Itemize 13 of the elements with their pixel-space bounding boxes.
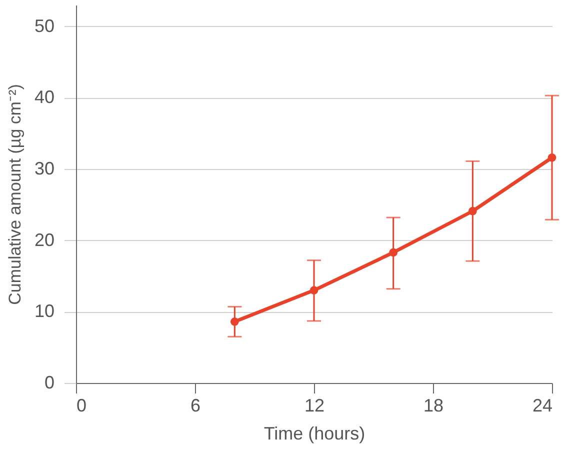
x-tick-label: 24 bbox=[532, 396, 552, 416]
y-tick-label: 50 bbox=[34, 16, 54, 36]
x-tick-label: 0 bbox=[76, 396, 87, 416]
y-tick-label: 10 bbox=[34, 301, 54, 322]
y-tick-label: 20 bbox=[34, 230, 54, 250]
y-axis-title: Cumulative amount (µg cm⁻²) bbox=[5, 84, 24, 305]
y-tick-label: 40 bbox=[34, 87, 54, 108]
x-tick-label: 18 bbox=[423, 396, 444, 416]
x-tick-label: 12 bbox=[304, 396, 325, 416]
y-tick-label: 30 bbox=[34, 158, 54, 179]
y-tick-label: 0 bbox=[44, 372, 54, 392]
x-tick-label: 6 bbox=[190, 396, 201, 416]
x-axis-title: Time (hours) bbox=[264, 424, 366, 444]
